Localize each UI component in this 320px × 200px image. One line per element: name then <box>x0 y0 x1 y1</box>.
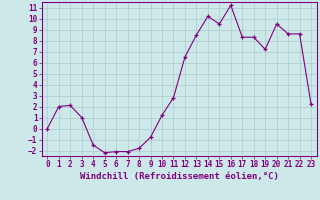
X-axis label: Windchill (Refroidissement éolien,°C): Windchill (Refroidissement éolien,°C) <box>80 172 279 181</box>
